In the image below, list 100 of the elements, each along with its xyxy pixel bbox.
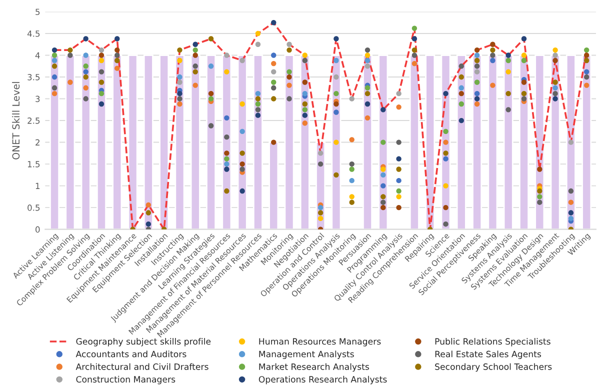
y-tick-label: 3.5 <box>28 74 40 80</box>
point <box>318 216 324 222</box>
point <box>302 112 308 118</box>
point <box>443 222 448 227</box>
point <box>490 52 496 58</box>
point <box>114 52 120 58</box>
point <box>412 47 418 53</box>
point <box>192 69 198 74</box>
point <box>255 30 261 36</box>
point <box>224 156 230 162</box>
point <box>240 58 245 64</box>
point <box>52 74 58 80</box>
point <box>396 204 402 210</box>
point <box>177 101 182 107</box>
point <box>271 85 276 91</box>
point <box>302 90 308 96</box>
point <box>208 64 214 69</box>
point <box>349 200 354 205</box>
point <box>208 96 214 102</box>
legend-label: Accountants and Auditors <box>76 350 186 358</box>
point <box>380 166 386 172</box>
point <box>271 140 276 145</box>
point <box>114 47 120 53</box>
y-tick-label: 4.5 <box>27 30 40 37</box>
point <box>584 58 590 64</box>
point <box>443 128 448 134</box>
point <box>83 74 88 80</box>
point <box>490 42 496 47</box>
point <box>286 74 292 80</box>
point <box>474 96 480 102</box>
point <box>255 112 261 118</box>
point <box>521 80 527 85</box>
point <box>286 69 292 74</box>
point <box>521 96 527 102</box>
point <box>240 101 245 107</box>
point <box>380 200 386 205</box>
y-tick-label: 2.5 <box>28 118 40 124</box>
y-tick-label: 1.5 <box>28 161 40 168</box>
point <box>552 80 558 85</box>
point <box>302 120 308 126</box>
point <box>380 140 386 145</box>
point <box>506 58 511 64</box>
point <box>286 42 292 47</box>
point <box>552 90 558 96</box>
point <box>208 123 214 128</box>
point <box>192 64 198 69</box>
point <box>98 101 104 107</box>
point <box>443 183 448 188</box>
point <box>83 96 88 102</box>
point <box>474 101 480 107</box>
point <box>458 85 464 91</box>
point <box>334 110 339 115</box>
point <box>52 52 58 58</box>
point <box>208 36 214 42</box>
point <box>364 47 370 53</box>
point <box>380 172 386 178</box>
point <box>240 166 245 172</box>
point <box>224 52 230 58</box>
point <box>286 82 292 88</box>
point <box>271 52 276 58</box>
point <box>255 107 261 112</box>
y-tick-label: 4 <box>35 52 40 58</box>
point <box>552 96 558 102</box>
point <box>114 36 120 42</box>
point <box>349 178 354 184</box>
point <box>537 200 542 205</box>
point <box>177 80 182 85</box>
point <box>349 161 354 167</box>
point <box>552 52 558 58</box>
y-tick-label: 5 <box>36 8 40 16</box>
point <box>364 101 370 107</box>
legend-label: Real Estate Sales Agents <box>435 350 542 359</box>
point <box>192 52 198 58</box>
point <box>412 60 418 66</box>
point <box>364 64 370 69</box>
point <box>521 52 527 58</box>
point <box>584 69 590 74</box>
point <box>458 118 464 124</box>
point <box>396 166 402 172</box>
y-tick-label: 0.5 <box>28 204 40 211</box>
legend-label: Management Analysts <box>259 350 354 359</box>
point <box>349 96 354 102</box>
point <box>114 58 120 64</box>
point <box>537 194 542 200</box>
point <box>364 90 370 96</box>
point <box>506 90 511 96</box>
point <box>568 210 574 216</box>
point <box>271 60 276 66</box>
point <box>396 156 402 162</box>
point <box>458 101 464 107</box>
point <box>349 166 354 172</box>
point <box>318 204 324 210</box>
point <box>177 47 182 53</box>
point <box>396 188 402 194</box>
point <box>443 204 448 210</box>
point <box>224 161 230 167</box>
point <box>52 64 58 69</box>
point <box>52 58 58 64</box>
point <box>177 90 182 96</box>
point <box>412 36 418 42</box>
